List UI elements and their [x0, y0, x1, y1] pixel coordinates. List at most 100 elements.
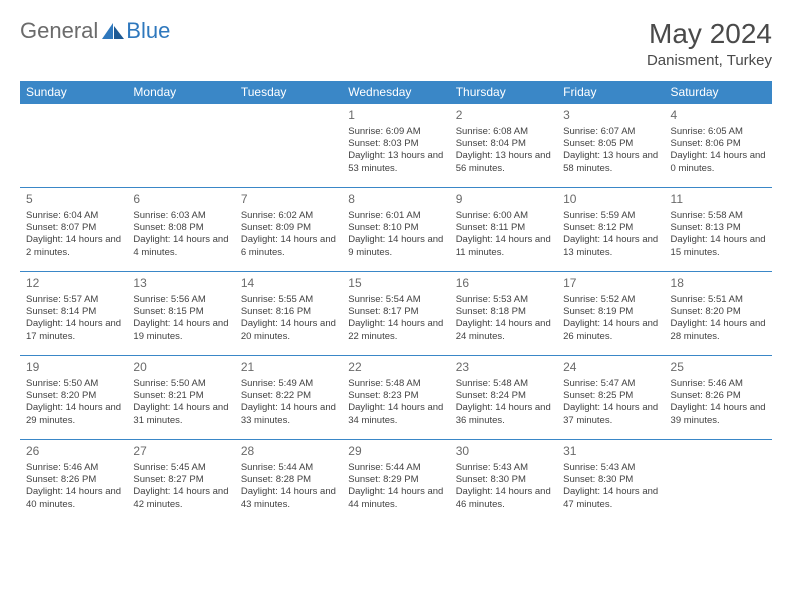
- day-of-week-header: Thursday: [450, 81, 557, 104]
- day-number: 9: [456, 192, 551, 208]
- sunrise-text: Sunrise: 5:43 AM: [456, 462, 551, 474]
- sunset-text: Sunset: 8:18 PM: [456, 306, 551, 318]
- day-number: 8: [348, 192, 443, 208]
- day-of-week-header: Saturday: [665, 81, 772, 104]
- day-number: 18: [671, 276, 766, 292]
- day-number: 27: [133, 444, 228, 460]
- day-of-week-header: Sunday: [20, 81, 127, 104]
- calendar-day-cell: [665, 440, 772, 524]
- page-title: May 2024: [647, 18, 772, 50]
- calendar-day-cell: 25Sunrise: 5:46 AMSunset: 8:26 PMDayligh…: [665, 356, 772, 440]
- sunrise-text: Sunrise: 5:50 AM: [26, 378, 121, 390]
- daylight-text: Daylight: 14 hours and 11 minutes.: [456, 234, 551, 259]
- daylight-text: Daylight: 14 hours and 6 minutes.: [241, 234, 336, 259]
- day-number: 26: [26, 444, 121, 460]
- calendar-week-row: 5Sunrise: 6:04 AMSunset: 8:07 PMDaylight…: [20, 188, 772, 272]
- calendar-day-cell: 14Sunrise: 5:55 AMSunset: 8:16 PMDayligh…: [235, 272, 342, 356]
- sunrise-text: Sunrise: 5:46 AM: [671, 378, 766, 390]
- header: General Blue May 2024 Danisment, Turkey: [20, 18, 772, 69]
- calendar-day-cell: 10Sunrise: 5:59 AMSunset: 8:12 PMDayligh…: [557, 188, 664, 272]
- daylight-text: Daylight: 14 hours and 44 minutes.: [348, 486, 443, 511]
- sunrise-text: Sunrise: 5:55 AM: [241, 294, 336, 306]
- sunrise-text: Sunrise: 5:48 AM: [456, 378, 551, 390]
- sunset-text: Sunset: 8:03 PM: [348, 138, 443, 150]
- sunset-text: Sunset: 8:21 PM: [133, 390, 228, 402]
- sunset-text: Sunset: 8:30 PM: [563, 474, 658, 486]
- daylight-text: Daylight: 14 hours and 34 minutes.: [348, 402, 443, 427]
- daylight-text: Daylight: 14 hours and 46 minutes.: [456, 486, 551, 511]
- day-number: 22: [348, 360, 443, 376]
- sunset-text: Sunset: 8:23 PM: [348, 390, 443, 402]
- calendar-day-cell: 17Sunrise: 5:52 AMSunset: 8:19 PMDayligh…: [557, 272, 664, 356]
- daylight-text: Daylight: 14 hours and 43 minutes.: [241, 486, 336, 511]
- sunset-text: Sunset: 8:26 PM: [26, 474, 121, 486]
- day-number: 23: [456, 360, 551, 376]
- title-block: May 2024 Danisment, Turkey: [647, 18, 772, 69]
- daylight-text: Daylight: 14 hours and 15 minutes.: [671, 234, 766, 259]
- sunset-text: Sunset: 8:25 PM: [563, 390, 658, 402]
- daylight-text: Daylight: 14 hours and 29 minutes.: [26, 402, 121, 427]
- daylight-text: Daylight: 14 hours and 31 minutes.: [133, 402, 228, 427]
- calendar-week-row: 1Sunrise: 6:09 AMSunset: 8:03 PMDaylight…: [20, 104, 772, 188]
- daylight-text: Daylight: 14 hours and 40 minutes.: [26, 486, 121, 511]
- sunrise-text: Sunrise: 5:48 AM: [348, 378, 443, 390]
- sunset-text: Sunset: 8:09 PM: [241, 222, 336, 234]
- sunset-text: Sunset: 8:13 PM: [671, 222, 766, 234]
- day-number: 17: [563, 276, 658, 292]
- sunset-text: Sunset: 8:06 PM: [671, 138, 766, 150]
- sunrise-text: Sunrise: 5:53 AM: [456, 294, 551, 306]
- day-number: 21: [241, 360, 336, 376]
- sunset-text: Sunset: 8:29 PM: [348, 474, 443, 486]
- day-number: 6: [133, 192, 228, 208]
- calendar-day-cell: 5Sunrise: 6:04 AMSunset: 8:07 PMDaylight…: [20, 188, 127, 272]
- daylight-text: Daylight: 14 hours and 19 minutes.: [133, 318, 228, 343]
- calendar-day-cell: 18Sunrise: 5:51 AMSunset: 8:20 PMDayligh…: [665, 272, 772, 356]
- calendar-day-cell: [127, 104, 234, 188]
- calendar-day-cell: 7Sunrise: 6:02 AMSunset: 8:09 PMDaylight…: [235, 188, 342, 272]
- day-of-week-header: Tuesday: [235, 81, 342, 104]
- sunrise-text: Sunrise: 5:44 AM: [348, 462, 443, 474]
- daylight-text: Daylight: 14 hours and 4 minutes.: [133, 234, 228, 259]
- sunrise-text: Sunrise: 5:45 AM: [133, 462, 228, 474]
- day-number: 30: [456, 444, 551, 460]
- sunset-text: Sunset: 8:20 PM: [671, 306, 766, 318]
- day-number: 14: [241, 276, 336, 292]
- sunrise-text: Sunrise: 5:59 AM: [563, 210, 658, 222]
- sunset-text: Sunset: 8:28 PM: [241, 474, 336, 486]
- sunrise-text: Sunrise: 5:47 AM: [563, 378, 658, 390]
- day-number: 11: [671, 192, 766, 208]
- sunrise-text: Sunrise: 5:46 AM: [26, 462, 121, 474]
- day-of-week-header: Monday: [127, 81, 234, 104]
- calendar-day-cell: 11 Sunrise: 5:58 AMSunset: 8:13 PMDayligh…: [665, 188, 772, 272]
- day-number: 4: [671, 108, 766, 124]
- calendar-day-cell: 21Sunrise: 5:49 AMSunset: 8:22 PMDayligh…: [235, 356, 342, 440]
- sunrise-text: Sunrise: 5:49 AM: [241, 378, 336, 390]
- daylight-text: Daylight: 14 hours and 47 minutes.: [563, 486, 658, 511]
- sunrise-text: Sunrise: 5:57 AM: [26, 294, 121, 306]
- calendar-day-cell: 16Sunrise: 5:53 AMSunset: 8:18 PMDayligh…: [450, 272, 557, 356]
- calendar-day-cell: 26 Sunrise: 5:46 AMSunset: 8:26 PMDayligh…: [20, 440, 127, 524]
- sunrise-text: Sunrise: 5:50 AM: [133, 378, 228, 390]
- daylight-text: Daylight: 13 hours and 53 minutes.: [348, 150, 443, 175]
- sunset-text: Sunset: 8:15 PM: [133, 306, 228, 318]
- calendar-day-cell: 22 Sunrise: 5:48 AMSunset: 8:23 PMDayligh…: [342, 356, 449, 440]
- day-number: 20: [133, 360, 228, 376]
- sunrise-text: Sunrise: 6:00 AM: [456, 210, 551, 222]
- daylight-text: Daylight: 14 hours and 36 minutes.: [456, 402, 551, 427]
- daylight-text: Daylight: 14 hours and 13 minutes.: [563, 234, 658, 259]
- sunset-text: Sunset: 8:08 PM: [133, 222, 228, 234]
- daylight-text: Daylight: 14 hours and 17 minutes.: [26, 318, 121, 343]
- daylight-text: Daylight: 14 hours and 2 minutes.: [26, 234, 121, 259]
- day-number: 19: [26, 360, 121, 376]
- day-of-week-header: Wednesday: [342, 81, 449, 104]
- daylight-text: Daylight: 14 hours and 28 minutes.: [671, 318, 766, 343]
- daylight-text: Daylight: 14 hours and 20 minutes.: [241, 318, 336, 343]
- sunrise-text: Sunrise: 6:09 AM: [348, 126, 443, 138]
- calendar-body: 1Sunrise: 6:09 AMSunset: 8:03 PMDaylight…: [20, 104, 772, 524]
- sunset-text: Sunset: 8:24 PM: [456, 390, 551, 402]
- day-of-week-header: Friday: [557, 81, 664, 104]
- day-number: 29: [348, 444, 443, 460]
- daylight-text: Daylight: 13 hours and 58 minutes.: [563, 150, 658, 175]
- sunrise-text: Sunrise: 5:58 AM: [671, 210, 766, 222]
- daylight-text: Daylight: 14 hours and 26 minutes.: [563, 318, 658, 343]
